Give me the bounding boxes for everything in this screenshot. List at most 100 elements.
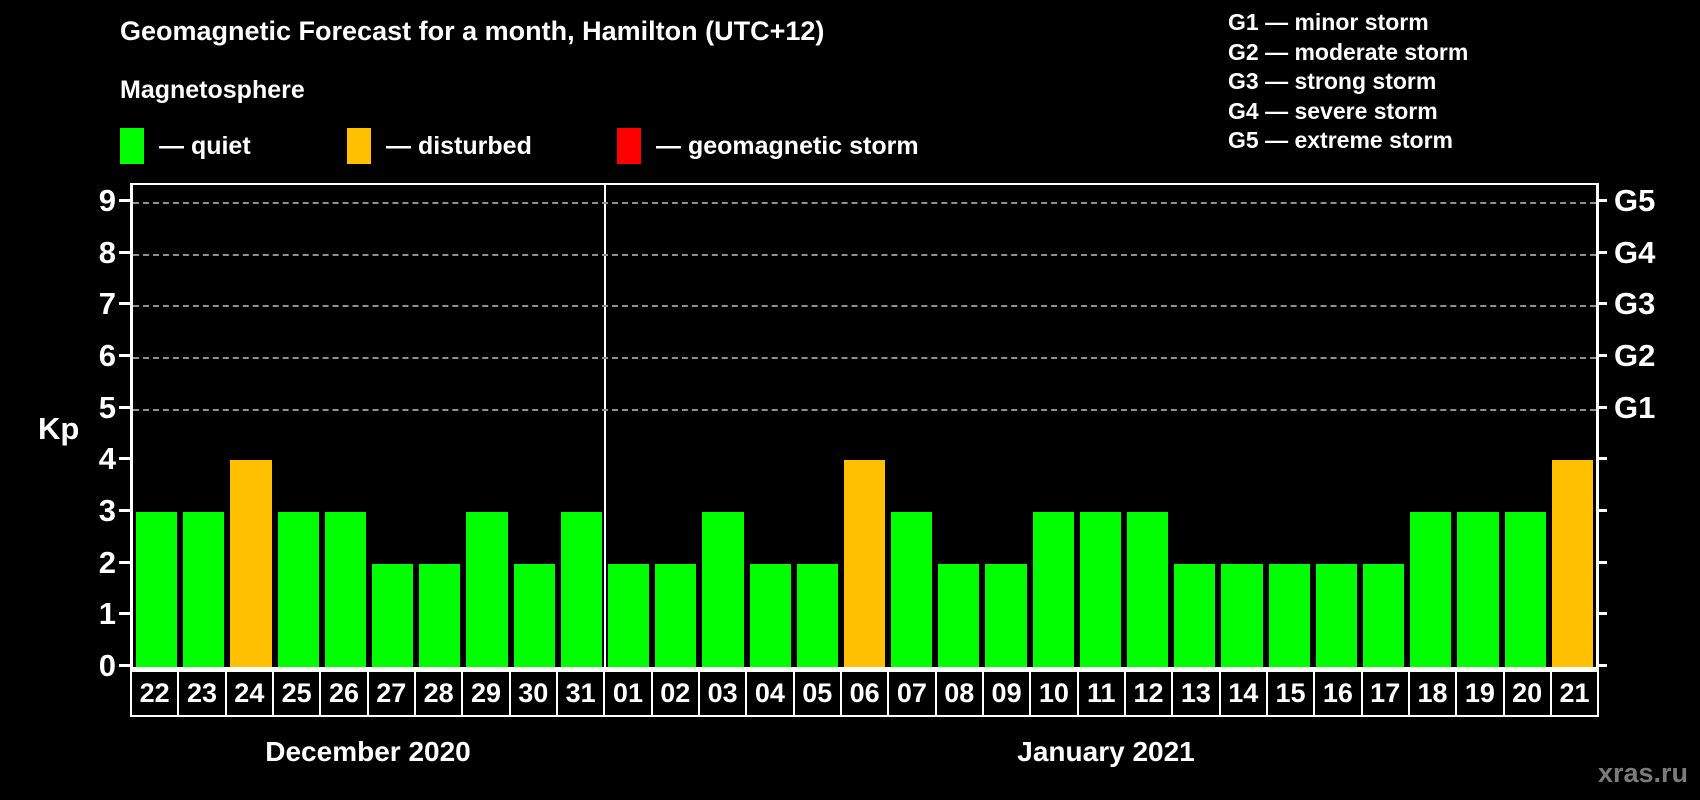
y-tick-mark-right — [1596, 353, 1607, 357]
date-cell-26: 26 — [319, 670, 367, 717]
date-cell-24: 24 — [224, 670, 272, 717]
g-scale-label-g2: G2 — [1614, 337, 1656, 373]
y-tick-label-3: 3 — [98, 492, 116, 528]
date-cell-11: 11 — [1076, 670, 1124, 717]
storm-scale-item: G4 — severe storm — [1228, 97, 1438, 124]
y-tick-mark-left — [119, 457, 130, 461]
y-tick-mark-left — [119, 353, 130, 357]
magnetosphere-heading: Magnetosphere — [120, 76, 305, 104]
y-tick-label-7: 7 — [98, 286, 116, 322]
y-tick-label-8: 8 — [98, 234, 116, 270]
storm-scale-item: G3 — strong storm — [1228, 68, 1437, 94]
y-tick-mark-left — [119, 302, 130, 306]
kp-bar-04 — [749, 563, 791, 667]
date-cell-20: 20 — [1502, 670, 1550, 717]
gridline-kp5 — [133, 408, 1596, 411]
date-cell-29: 29 — [461, 670, 509, 717]
date-cell-23: 23 — [177, 670, 225, 717]
gridline-kp6 — [133, 356, 1596, 359]
kp-bar-06 — [843, 460, 886, 667]
kp-bar-20 — [1504, 512, 1546, 667]
y-tick-mark-right — [1596, 302, 1607, 306]
kp-bar-02 — [655, 563, 697, 667]
date-cell-17: 17 — [1360, 670, 1408, 717]
kp-bar-24 — [230, 460, 272, 667]
y-tick-mark-left — [119, 612, 130, 616]
kp-bar-23 — [183, 512, 225, 667]
kp-bar-08 — [938, 563, 980, 667]
y-tick-mark-left — [119, 198, 130, 202]
y-tick-label-0: 0 — [98, 648, 116, 683]
date-axis-row: 22 23 24 25 26 27 28 29 30 31 01 02 03 04 05 06 07 08 09 10… — [130, 670, 1600, 717]
page-title: Geomagnetic Forecast for a month, Hamilt… — [120, 16, 825, 46]
date-cell-22: 22 — [130, 670, 178, 717]
month-separator-line — [603, 185, 606, 667]
date-cell-18: 18 — [1407, 670, 1456, 717]
y-tick-label-2: 2 — [98, 544, 116, 580]
kp-bar-19 — [1457, 512, 1499, 667]
date-cell-15: 15 — [1265, 670, 1314, 717]
date-cell-07: 07 — [887, 670, 935, 717]
kp-bar-01 — [607, 563, 650, 667]
date-cell-25: 25 — [271, 670, 320, 717]
y-tick-mark-left — [119, 508, 130, 512]
date-cell-05: 05 — [792, 670, 840, 717]
g-scale-label-g1: G1 — [1614, 389, 1656, 425]
kp-bar-18 — [1410, 512, 1452, 667]
legend-label: — quiet — [159, 131, 251, 160]
kp-bar-03 — [702, 512, 744, 667]
legend-item: — quiet — [120, 124, 251, 168]
g-scale-label-g4: G4 — [1614, 234, 1656, 270]
date-cell-31: 31 — [555, 670, 604, 717]
kp-bar-25 — [277, 512, 319, 667]
storm-scale-item: G2 — moderate storm — [1228, 38, 1469, 65]
y-tick-label-4: 4 — [98, 441, 116, 477]
gridline-kp9 — [133, 201, 1596, 204]
storm-scale-item: G5 — extreme storm — [1228, 127, 1453, 153]
legend-swatch-icon — [347, 128, 371, 164]
y-tick-mark-right — [1596, 250, 1607, 254]
date-cell-16: 16 — [1313, 670, 1361, 717]
gridline-kp7 — [133, 305, 1596, 308]
date-cell-10: 10 — [1029, 670, 1077, 717]
kp-bar-10 — [1032, 512, 1074, 667]
y-tick-mark-right — [1596, 508, 1607, 512]
y-tick-mark-right — [1596, 612, 1607, 616]
gridline-kp8 — [133, 253, 1596, 256]
y-tick-mark-right — [1596, 405, 1607, 409]
g-scale-label-g5: G5 — [1614, 182, 1656, 218]
date-cell-04: 04 — [745, 670, 793, 717]
y-tick-label-6: 6 — [98, 337, 116, 373]
date-cell-02: 02 — [650, 670, 698, 717]
date-cell-03: 03 — [697, 670, 746, 717]
kp-bar-28 — [419, 563, 461, 667]
legend-item: — geomagnetic storm — [617, 124, 919, 168]
kp-bar-29 — [466, 512, 508, 667]
kp-bar-30 — [513, 563, 555, 667]
y-tick-mark-left — [119, 664, 130, 667]
y-tick-mark-right — [1596, 457, 1607, 461]
storm-scale-legend: G1 — minor storm G2 — moderate storm G3 — … — [1228, 8, 1468, 156]
y-tick-mark-right — [1596, 560, 1607, 564]
legend-item: — disturbed — [347, 124, 532, 168]
kp-bar-07 — [891, 512, 933, 667]
kp-bar-26 — [324, 512, 366, 667]
kp-bar-22 — [136, 512, 178, 667]
y-axis-label: Kp — [38, 411, 80, 447]
month-label-january: January 2021 — [1017, 736, 1195, 767]
kp-bar-15 — [1268, 563, 1310, 667]
kp-bar-21 — [1551, 460, 1593, 667]
watermark-xras: xras.ru — [1597, 758, 1688, 788]
date-cell-19: 19 — [1455, 670, 1503, 717]
date-cell-28: 28 — [413, 670, 462, 717]
date-cell-27: 27 — [366, 670, 414, 717]
y-tick-mark-right — [1596, 664, 1607, 667]
date-cell-06: 06 — [839, 670, 888, 717]
legend-swatch-icon — [617, 128, 641, 164]
date-cell-30: 30 — [508, 670, 556, 717]
date-cell-09: 09 — [981, 670, 1030, 717]
month-label-december: December 2020 — [265, 736, 471, 767]
date-cell-08: 08 — [934, 670, 982, 717]
kp-bar-12 — [1127, 512, 1169, 667]
